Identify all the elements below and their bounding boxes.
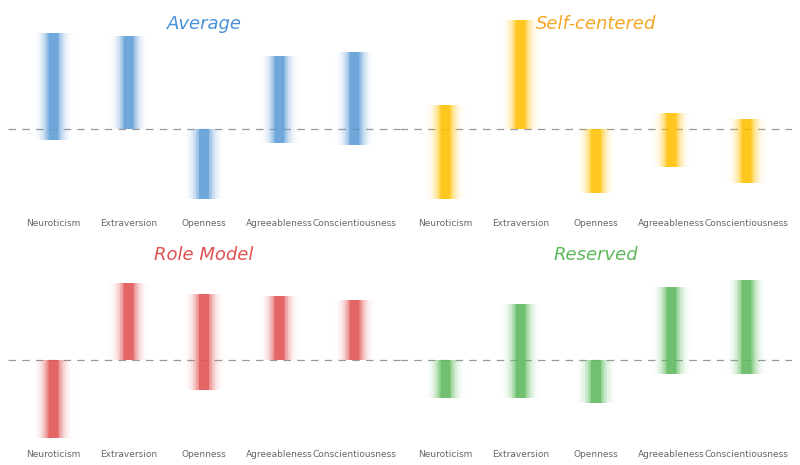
- Text: Openness: Openness: [574, 219, 618, 228]
- Text: Role Model: Role Model: [154, 246, 254, 264]
- Text: Extraversion: Extraversion: [100, 219, 157, 228]
- Text: Neuroticism: Neuroticism: [418, 450, 473, 459]
- Text: Conscientiousness: Conscientiousness: [313, 219, 397, 228]
- Text: Neuroticism: Neuroticism: [418, 219, 473, 228]
- Text: Extraversion: Extraversion: [100, 450, 157, 459]
- Text: Conscientiousness: Conscientiousness: [705, 450, 789, 459]
- Text: Agreeableness: Agreeableness: [246, 219, 313, 228]
- Text: Extraversion: Extraversion: [492, 450, 549, 459]
- Text: Agreeableness: Agreeableness: [638, 219, 705, 228]
- Text: Openness: Openness: [574, 450, 618, 459]
- Text: Conscientiousness: Conscientiousness: [705, 219, 789, 228]
- Text: Openness: Openness: [182, 450, 226, 459]
- Text: Agreeableness: Agreeableness: [246, 450, 313, 459]
- Text: Self-centered: Self-centered: [536, 14, 656, 33]
- Text: Reserved: Reserved: [554, 246, 638, 264]
- Text: Openness: Openness: [182, 219, 226, 228]
- Text: Average: Average: [166, 14, 242, 33]
- Text: Agreeableness: Agreeableness: [638, 450, 705, 459]
- Text: Extraversion: Extraversion: [492, 219, 549, 228]
- Text: Neuroticism: Neuroticism: [26, 219, 81, 228]
- Text: Conscientiousness: Conscientiousness: [313, 450, 397, 459]
- Text: Neuroticism: Neuroticism: [26, 450, 81, 459]
